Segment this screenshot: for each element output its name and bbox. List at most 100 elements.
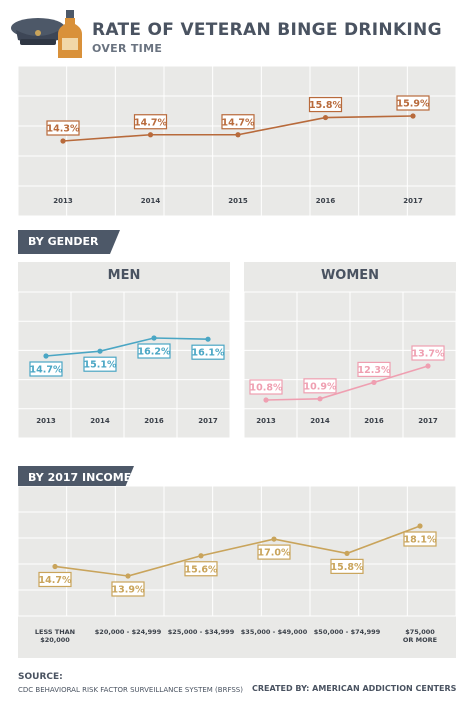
men-tick-label: 2016	[144, 417, 164, 425]
men-chart-title: MEN	[107, 268, 141, 283]
page-subtitle: OVER TIME	[92, 42, 163, 55]
income-data-label: 15.8%	[331, 562, 364, 573]
men-point	[43, 353, 49, 359]
women-tick-label: 2016	[364, 417, 384, 425]
women-tick-label: 2014	[310, 417, 330, 425]
men-data-label-box	[29, 361, 63, 377]
women-data-label: 12.3%	[358, 365, 391, 376]
overall-data-label-box	[46, 120, 80, 136]
income-tick-label: $25,000 - $34,999	[168, 628, 235, 636]
gender-section-banner: BY GENDER	[18, 230, 120, 254]
overall-data-label-box	[308, 96, 343, 113]
income-data-label: 18.1%	[404, 535, 437, 546]
credit-text: CREATED BY: AMERICAN ADDICTION CENTERS	[252, 684, 457, 693]
men-data-label: 15.1%	[84, 360, 117, 371]
women-data-label-box	[249, 379, 283, 395]
income-data-label-box	[184, 561, 218, 577]
overall-data-label: 14.7%	[222, 117, 255, 128]
income-tick-label: $75,000	[405, 628, 435, 636]
income-data-label-box	[111, 581, 145, 597]
income-point	[271, 536, 277, 542]
income-tick-label: $50,000 - $74,999	[314, 628, 381, 636]
women-tick-label: 2017	[418, 417, 438, 425]
overall-data-label: 15.9%	[397, 99, 430, 110]
men-tick-label: 2013	[36, 417, 56, 425]
income-grid	[18, 486, 456, 617]
income-point	[417, 523, 423, 529]
income-chart-panel	[18, 486, 456, 658]
income-data-label-box	[403, 531, 437, 547]
women-tick-label: 2013	[256, 417, 276, 425]
income-data-label-box	[257, 544, 291, 560]
income-tick-label: $35,000 - $49,000	[241, 628, 308, 636]
page-title: RATE OF VETERAN BINGE DRINKING	[92, 20, 442, 40]
women-point	[371, 379, 377, 386]
men-tick-label: 2014	[90, 417, 110, 425]
veteran-cap-icon	[11, 18, 65, 45]
overall-data-label-box	[133, 114, 168, 130]
overall-tick-label: 2017	[403, 197, 423, 205]
income-tick-label: $20,000	[40, 636, 70, 644]
women-data-label-box	[303, 378, 337, 394]
men-point	[151, 335, 157, 341]
women-point	[425, 363, 431, 369]
overall-point	[235, 132, 241, 138]
men-data-label: 14.7%	[30, 365, 63, 376]
income-point	[125, 573, 131, 579]
overall-tick-label: 2014	[141, 197, 161, 205]
women-data-label-box	[357, 361, 391, 378]
source-text: CDC BEHAVIORAL RISK FACTOR SURVEILLANCE …	[18, 686, 243, 694]
overall-point	[410, 113, 416, 119]
overall-point	[322, 114, 329, 121]
income-series-line	[54, 525, 421, 577]
income-point	[344, 550, 350, 556]
women-point	[317, 396, 323, 402]
income-point	[198, 553, 204, 559]
women-rate-chart: 10.8% 10.9% 12.3% 13.7% 2013 2014 2016 2017	[244, 291, 456, 438]
men-data-label-box	[137, 343, 171, 359]
income-tick-label: OR MORE	[403, 636, 437, 644]
women-point	[263, 397, 269, 403]
header: RATE OF VETERAN BINGE DRINKING OVER TIME	[0, 0, 474, 62]
overall-point	[60, 138, 66, 144]
men-point	[205, 336, 211, 342]
overall-tick-label: 2013	[53, 197, 73, 205]
overall-rate-chart: 14.3% 14.7% 14.7% 15.8% 15.9% 2013 2014 2015 201…	[18, 66, 456, 216]
overall-data-label: 15.8%	[309, 100, 342, 111]
income-tick-label: $20,000 - $24,999	[95, 628, 162, 636]
income-data-label-box	[38, 571, 72, 588]
income-data-label: 14.7%	[39, 575, 72, 586]
income-data-label: 17.0%	[258, 548, 291, 559]
overall-point	[147, 132, 154, 138]
overall-data-label-box	[221, 114, 255, 130]
income-tick-label: LESS THAN	[35, 628, 75, 636]
overall-data-label-box	[396, 95, 430, 111]
men-series-line	[45, 337, 209, 357]
women-series-line	[265, 365, 429, 401]
women-data-label-box	[411, 345, 445, 361]
income-point	[52, 563, 58, 570]
men-data-label-box	[191, 344, 225, 360]
overall-chart-panel	[18, 66, 456, 216]
men-tick-label: 2017	[198, 417, 218, 425]
overall-tick-label: 2016	[316, 197, 336, 205]
overall-data-label: 14.3%	[47, 124, 80, 135]
men-point	[97, 348, 103, 354]
income-data-label: 13.9%	[112, 585, 145, 596]
women-data-label: 13.7%	[412, 349, 445, 360]
women-data-label: 10.8%	[250, 383, 283, 394]
income-data-label: 15.6%	[185, 564, 218, 575]
women-chart-title: WOMEN	[320, 268, 380, 283]
women-data-label: 10.9%	[304, 381, 337, 392]
source-label: SOURCE:	[18, 672, 63, 682]
income-data-label-box	[330, 558, 364, 574]
men-data-label-box	[83, 356, 117, 372]
bottle-icon	[58, 10, 82, 58]
overall-data-label: 14.7%	[134, 117, 167, 128]
overall-tick-label: 2015	[228, 197, 248, 205]
men-data-label: 16.2%	[138, 347, 171, 358]
men-rate-chart: 14.7% 15.1% 16.2% 16.1% 2013 2014 2016 2017	[18, 291, 230, 438]
income-rate-chart: 14.7%13.9%15.6%17.0%15.8%18.1%LESS THAN$…	[18, 486, 456, 644]
men-data-label: 16.1%	[192, 348, 225, 359]
overall-grid	[18, 66, 456, 216]
